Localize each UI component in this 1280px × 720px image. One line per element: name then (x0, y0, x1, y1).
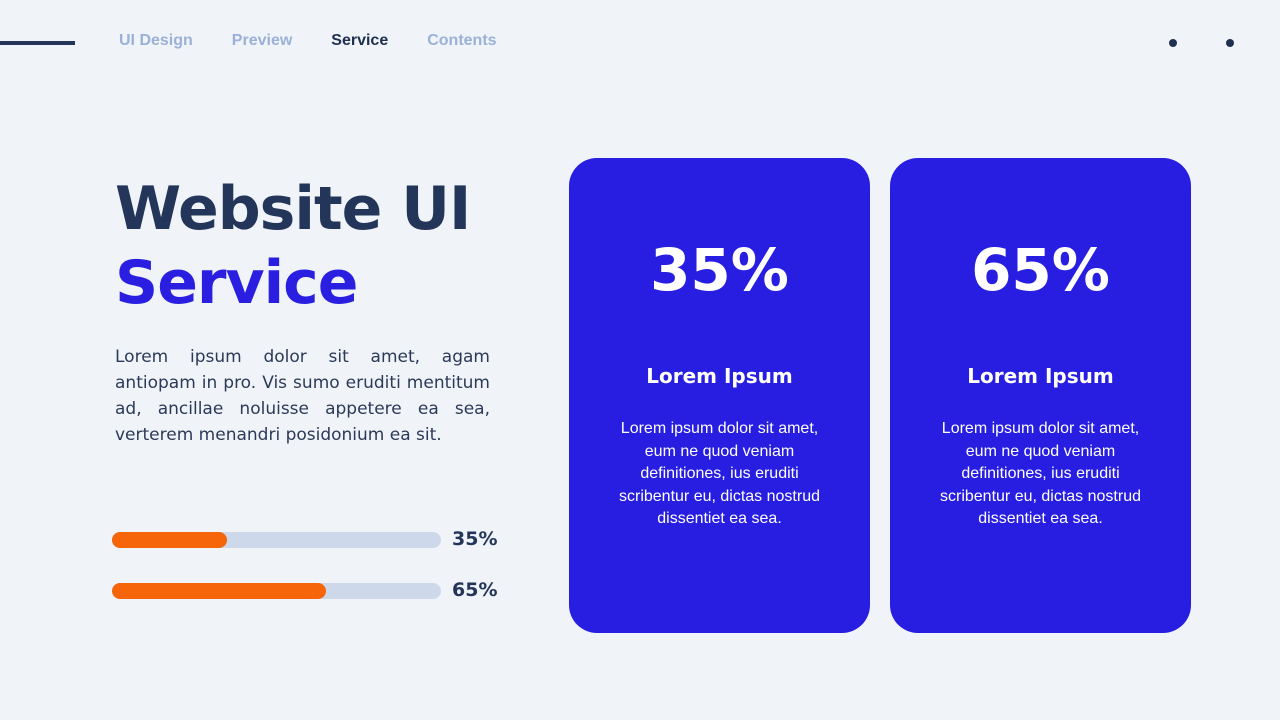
card-heading: Lorem Ipsum (646, 364, 793, 388)
dot-icon (1169, 39, 1177, 47)
nav-preview[interactable]: Preview (231, 32, 293, 49)
progress-bar-2 (112, 583, 441, 599)
progress-label-2: 65% (452, 579, 498, 601)
dot-icon (1226, 39, 1234, 47)
card-value: 35% (650, 236, 789, 304)
description: Lorem ipsum dolor sit amet, agam antiopa… (115, 347, 490, 445)
card-heading: Lorem Ipsum (967, 364, 1114, 388)
title-line-1: Website UI (115, 174, 471, 244)
progress-bar-1 (112, 532, 441, 548)
nav-service[interactable]: Service (331, 32, 389, 49)
stat-card-1: 35% Lorem Ipsum Lorem ipsum dolor sit am… (569, 158, 870, 633)
card-body: Lorem ipsum dolor sit amet, eum ne quod … (940, 420, 1141, 527)
progress-label-1: 35% (452, 528, 498, 550)
stat-card-2: 65% Lorem Ipsum Lorem ipsum dolor sit am… (890, 158, 1191, 633)
nav-contents[interactable]: Contents (427, 32, 497, 49)
progress-fill (112, 532, 228, 548)
progress-fill (112, 583, 326, 599)
top-nav: UI Design Preview Service Contents (119, 32, 497, 50)
header-line (0, 41, 75, 45)
page-title: Website UI Service (115, 172, 471, 320)
nav-ui-design[interactable]: UI Design (119, 32, 193, 49)
card-value: 65% (971, 236, 1110, 304)
title-line-2: Service (115, 248, 358, 318)
card-body: Lorem ipsum dolor sit amet, eum ne quod … (619, 420, 820, 527)
